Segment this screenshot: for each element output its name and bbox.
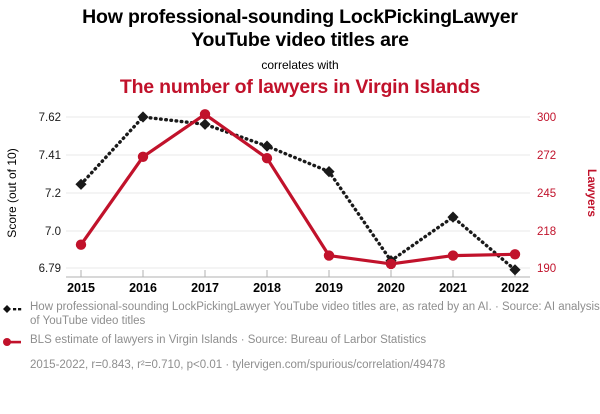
correlates-with-label: correlates with bbox=[261, 58, 339, 72]
series-line bbox=[79, 115, 517, 272]
chart-svg: 6.79 7.0 7.2 7.41 7.62 190 218 245 272 3… bbox=[5, 109, 599, 295]
left-tick-3: 7.41 bbox=[39, 150, 61, 162]
data-point bbox=[261, 140, 273, 152]
data-point bbox=[75, 239, 87, 250]
right-tick-1: 218 bbox=[537, 226, 556, 238]
series-line bbox=[79, 112, 517, 266]
x-tick-2019: 2019 bbox=[315, 281, 343, 295]
diamond-dotted-marker-icon bbox=[3, 305, 22, 313]
legend-item-lawyers: BLS estimate of lawyers in Virgin Island… bbox=[0, 333, 600, 347]
x-axis bbox=[66, 270, 530, 278]
data-point bbox=[137, 111, 149, 123]
page-title-line-1: How professional-sounding LockPickingLaw… bbox=[82, 6, 518, 28]
left-tick-1: 7.0 bbox=[45, 226, 61, 238]
chart-source-footer: 2015-2022, r=0.843, r²=0.710, p<0.01 · t… bbox=[30, 359, 446, 371]
right-tick-3: 272 bbox=[537, 150, 556, 162]
data-point bbox=[261, 153, 273, 164]
x-tick-2020: 2020 bbox=[377, 281, 405, 295]
data-point bbox=[447, 211, 459, 223]
data-point bbox=[323, 250, 335, 261]
series-layer bbox=[75, 109, 521, 276]
left-tick-0: 6.79 bbox=[39, 263, 61, 275]
circle-solid-marker-icon bbox=[3, 338, 21, 346]
data-point bbox=[75, 178, 87, 190]
x-tick-2018: 2018 bbox=[253, 281, 281, 295]
data-point bbox=[509, 264, 521, 276]
x-tick-2022: 2022 bbox=[501, 281, 529, 295]
left-tick-2: 7.2 bbox=[45, 188, 61, 200]
chart-legend-footnotes: How professional-sounding LockPickingLaw… bbox=[0, 300, 600, 372]
x-tick-2017: 2017 bbox=[191, 281, 219, 295]
data-point bbox=[385, 258, 397, 270]
data-point bbox=[323, 166, 335, 178]
x-tick-2016: 2016 bbox=[129, 281, 157, 295]
right-axis-title: Lawyers bbox=[585, 169, 599, 217]
legend-item-score-text: How professional-sounding LockPickingLaw… bbox=[30, 301, 600, 327]
left-axis-title: Score (out of 10) bbox=[5, 148, 19, 237]
right-axis-tick-labels: 190 218 245 272 300 bbox=[537, 112, 556, 275]
gridlines bbox=[66, 116, 530, 269]
data-point bbox=[509, 249, 521, 260]
chart-title-block: How professional-sounding LockPickingLaw… bbox=[0, 0, 600, 99]
legend-item-score: How professional-sounding LockPickingLaw… bbox=[0, 300, 600, 328]
left-axis-tick-labels: 6.79 7.0 7.2 7.41 7.62 bbox=[39, 112, 61, 275]
x-axis-tick-labels: 2015 2016 2017 2018 2019 2020 2021 2022 bbox=[67, 281, 529, 295]
data-point bbox=[199, 118, 211, 130]
data-point bbox=[447, 250, 459, 261]
data-point bbox=[137, 151, 149, 162]
right-tick-4: 300 bbox=[537, 112, 556, 124]
left-tick-4: 7.62 bbox=[39, 112, 61, 124]
plot-area: 6.79 7.0 7.2 7.41 7.62 190 218 245 272 3… bbox=[5, 109, 599, 295]
page-title-line-2: YouTube video titles are bbox=[191, 29, 409, 51]
x-tick-2021: 2021 bbox=[439, 281, 467, 295]
right-tick-0: 190 bbox=[537, 263, 556, 275]
data-point bbox=[199, 109, 211, 120]
series-lawyers bbox=[75, 109, 521, 270]
page-title: How professional-sounding LockPickingLaw… bbox=[0, 0, 600, 52]
right-tick-2: 245 bbox=[537, 188, 556, 200]
page-subtitle: The number of lawyers in Virgin Islands bbox=[119, 76, 481, 98]
legend-item-lawyers-text: BLS estimate of lawyers in Virgin Island… bbox=[30, 334, 427, 346]
x-tick-2015: 2015 bbox=[67, 281, 95, 295]
